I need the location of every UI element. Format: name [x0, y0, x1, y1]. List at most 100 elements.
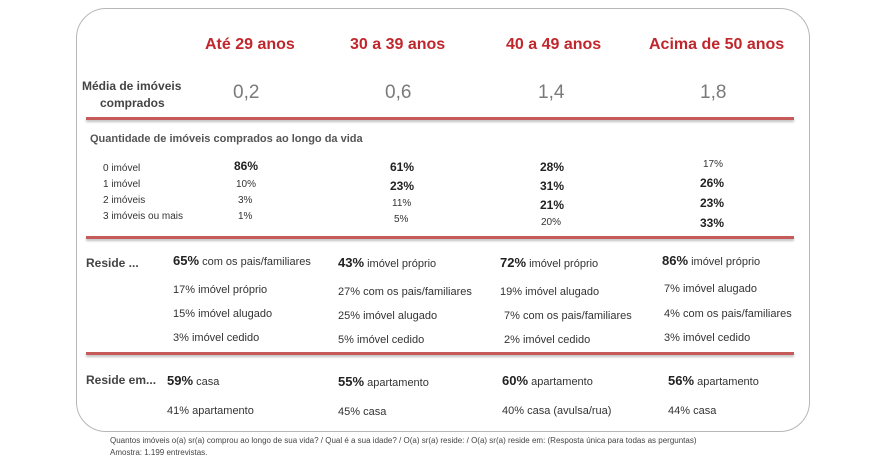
- quantidade-row-label: 0 imóvel: [103, 163, 141, 174]
- reside-pct: 7%: [504, 310, 520, 322]
- reside-pct: 5%: [338, 334, 354, 346]
- section-divider: [86, 117, 794, 120]
- header-30-39: 30 a 39 anos: [350, 36, 446, 53]
- header-ate-29: Até 29 anos: [205, 36, 295, 53]
- reside-text: imóvel próprio: [364, 258, 437, 270]
- reside-item: 3% imóvel cedido: [173, 328, 259, 346]
- reside-text: imóvel alugado: [360, 310, 438, 322]
- reside-text: imóvel alugado: [522, 286, 600, 298]
- reside-em-pct: 56%: [668, 373, 695, 388]
- reside-em-pct: 45%: [338, 406, 361, 418]
- reside-em-text: apartamento: [189, 405, 254, 417]
- quantidade-row-label: 2 imóveis: [103, 195, 146, 206]
- media-label-line1: Média de imóveis: [82, 79, 182, 93]
- reside-text: com os pais/familiares: [519, 310, 632, 322]
- media-value: 0,6: [385, 82, 412, 103]
- reside-pct: 72%: [500, 255, 527, 270]
- reside-pct: 4%: [664, 308, 680, 320]
- reside-pct: 15%: [173, 308, 196, 320]
- media-value: 1,4: [538, 82, 565, 103]
- reside-em-text: casa (avulsa/rua): [524, 405, 612, 417]
- media-value: 1,8: [700, 82, 727, 103]
- reside-text: imóvel próprio: [526, 258, 599, 270]
- quantidade-value: 17%: [703, 159, 724, 170]
- reside-pct: 27%: [338, 286, 361, 298]
- reside-em-pct: 59%: [167, 373, 194, 388]
- reside-pct: 3%: [173, 332, 189, 344]
- reside-pct: 3%: [664, 332, 680, 344]
- footnote-question: Quantos imóveis o(a) sr(a) comprou ao lo…: [110, 436, 697, 445]
- reside-text: imóvel cedido: [188, 332, 260, 344]
- reside-item: 4% com os pais/familiares: [664, 304, 792, 322]
- reside-item: 86% imóvel próprio: [662, 252, 760, 270]
- quantidade-value: 33%: [700, 216, 725, 230]
- reside-em-text: casa: [360, 406, 387, 418]
- reside-em-pct: 55%: [338, 374, 365, 389]
- reside-em-label: Reside em...: [86, 373, 157, 387]
- quantidade-title: Quantidade de imóveis comprados ao longo…: [90, 133, 363, 145]
- quantidade-value: 11%: [392, 198, 412, 209]
- reside-em-item: 56% apartamento: [668, 372, 759, 390]
- reside-em-pct: 44%: [668, 405, 691, 417]
- reside-item: 7% imóvel alugado: [664, 279, 757, 297]
- quantidade-value: 1%: [238, 211, 253, 222]
- section-divider: [86, 352, 794, 355]
- reside-item: 72% imóvel próprio: [500, 254, 598, 272]
- reside-em-text: apartamento: [528, 376, 593, 388]
- media-value: 0,2: [233, 82, 260, 103]
- reside-item: 17% imóvel próprio: [173, 280, 267, 298]
- quantidade-value: 31%: [540, 179, 565, 193]
- footnote-sample: Amostra: 1.199 entrevistas.: [110, 448, 208, 457]
- reside-em-item: 40% casa (avulsa/rua): [502, 401, 611, 419]
- reside-text: imóvel próprio: [688, 256, 761, 268]
- reside-text: com os pais/familiares: [199, 256, 311, 268]
- reside-item: 65% com os pais/familiares: [173, 252, 311, 270]
- reside-pct: 7%: [664, 283, 680, 295]
- reside-em-item: 60% apartamento: [502, 372, 593, 390]
- quantidade-value: 5%: [394, 214, 409, 225]
- reside-item: 2% imóvel cedido: [504, 330, 590, 348]
- reside-em-text: apartamento: [364, 377, 429, 389]
- quantidade-value: 61%: [390, 160, 415, 174]
- quantidade-value: 10%: [236, 179, 257, 190]
- reside-em-item: 59% casa: [167, 372, 219, 390]
- reside-text: imóvel cedido: [679, 332, 751, 344]
- reside-pct: 86%: [662, 253, 689, 268]
- reside-text: imóvel cedido: [519, 334, 591, 346]
- reside-em-text: apartamento: [694, 376, 759, 388]
- quantidade-row-label: 1 imóvel: [103, 179, 141, 190]
- reside-pct: 43%: [338, 255, 365, 270]
- quantidade-value: 23%: [700, 196, 725, 210]
- quantidade-value: 3%: [238, 195, 253, 206]
- reside-em-pct: 40%: [502, 405, 525, 417]
- reside-pct: 2%: [504, 334, 520, 346]
- reside-em-text: casa: [193, 376, 220, 388]
- reside-pct: 25%: [338, 310, 361, 322]
- table-card: [76, 8, 810, 432]
- header-40-49: 40 a 49 anos: [506, 36, 602, 53]
- media-label-line2: comprados: [100, 96, 165, 110]
- quantidade-row-label: 3 imóveis ou mais: [103, 211, 184, 222]
- reside-item: 15% imóvel alugado: [173, 304, 272, 322]
- quantidade-value: 26%: [700, 176, 725, 190]
- reside-item: 3% imóvel cedido: [664, 328, 750, 346]
- reside-text: imóvel próprio: [195, 284, 268, 296]
- reside-em-item: 44% casa: [668, 401, 716, 419]
- reside-em-pct: 41%: [167, 405, 190, 417]
- reside-item: 19% imóvel alugado: [500, 282, 599, 300]
- reside-em-item: 55% apartamento: [338, 373, 429, 391]
- quantidade-value: 21%: [540, 198, 565, 212]
- reside-pct: 17%: [173, 284, 196, 296]
- reside-em-item: 41% apartamento: [167, 401, 254, 419]
- reside-item: 5% imóvel cedido: [338, 330, 424, 348]
- reside-text: imóvel cedido: [353, 334, 425, 346]
- reside-item: 7% com os pais/familiares: [504, 306, 632, 324]
- quantidade-value: 86%: [234, 159, 259, 173]
- reside-item: 25% imóvel alugado: [338, 306, 437, 324]
- reside-label: Reside ...: [86, 256, 139, 270]
- reside-em-pct: 60%: [502, 373, 529, 388]
- reside-item: 27% com os pais/familiares: [338, 282, 472, 300]
- reside-pct: 19%: [500, 286, 523, 298]
- reside-item: 43% imóvel próprio: [338, 254, 436, 272]
- reside-text: imóvel alugado: [195, 308, 273, 320]
